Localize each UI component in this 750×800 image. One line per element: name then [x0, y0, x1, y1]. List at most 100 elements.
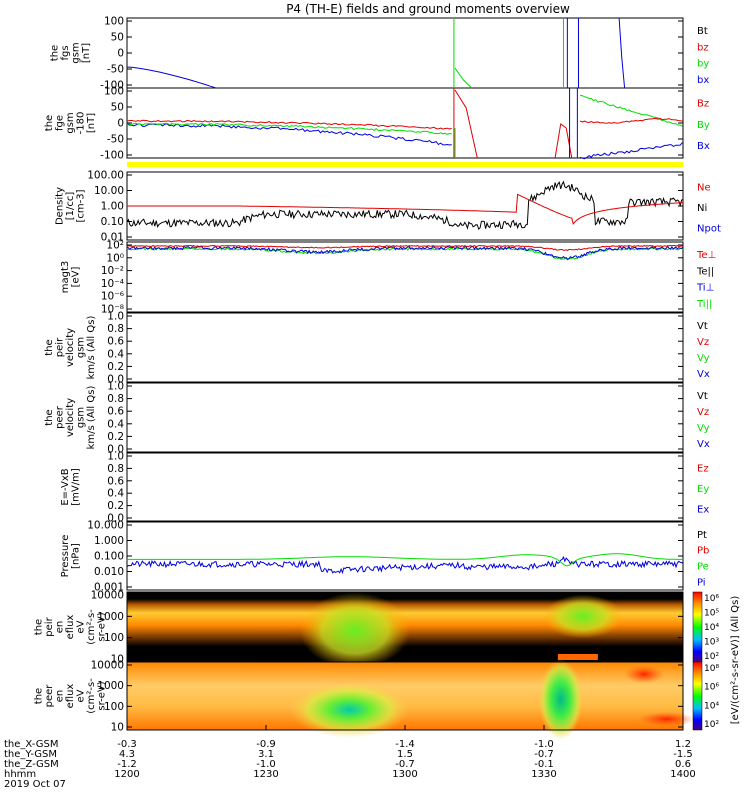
y-axis-label: thepeerenefluxeV(cm²-s-sr-eV) [34, 678, 108, 714]
ephemeris-row-label: the_X-GSM [4, 739, 58, 750]
legend-entry: Pi [697, 577, 706, 588]
y-tick-label: 0 [117, 48, 124, 60]
series-fge-bz [554, 123, 573, 159]
ephemeris-row-label: the_Z-GSM [4, 759, 59, 770]
series-fge-bz [579, 117, 683, 124]
y-tick-label: 10 [111, 722, 124, 734]
y-axis-label-line: the [34, 688, 45, 704]
panel-fgs-gsm: 100 50 0 -50 -100 thefgsgsm[nT] Bt bz by bx [49, 16, 709, 92]
legend-entry: Bt [697, 26, 708, 37]
ephemeris-value: 1330 [531, 769, 556, 780]
series-fgs-by [454, 67, 473, 89]
y-tick-label: 0.100 [94, 551, 124, 563]
y-tick-label: 0.10 [101, 216, 124, 228]
y-axis-label-line: km/s (All Qs) [86, 386, 97, 450]
y-axis-label: thepeirenefluxeV(cm²-s-sr-eV) [34, 609, 108, 645]
y-tick-label: 10⁻⁴ [101, 278, 124, 290]
y-axis-label-line: velocity [65, 398, 76, 437]
legend-entry: Pb [697, 546, 709, 557]
ion-spectrogram-hot-band [557, 654, 598, 660]
series-fge-by [126, 122, 452, 135]
y-axis-label-line: eflux [65, 684, 76, 709]
legend-entry: Vt [697, 321, 708, 332]
y-axis-label-line: eV [76, 620, 87, 633]
y-axis-label-line: velocity [65, 328, 76, 367]
ephemeris-row-label: the_Y-GSM [4, 749, 57, 760]
colorbar-gradient [692, 591, 703, 663]
panel-fge-gsm: 100 50 0 -50 -100 thefgegsm-180[nT] Bz By Bx [44, 86, 710, 162]
y-tick-label: 10.000 [87, 520, 124, 532]
series-ne [127, 193, 684, 225]
y-axis-label: Pressure[nPa] [60, 535, 82, 578]
colorbar-tick-label: 10⁴ [704, 701, 719, 711]
y-tick-label: 10⁻⁶ [101, 291, 124, 303]
quality-flag-bar [127, 162, 683, 167]
panel-pressure: 10.0001.0000.1000.0100.001Pressure[nPa]P… [60, 520, 710, 594]
ephemeris-value: 1200 [114, 769, 139, 780]
y-tick-label: 0.8 [107, 393, 124, 405]
y-axis-label-line: the [34, 619, 45, 635]
panel-efield: 1.00.80.60.40.20.0 E=-VxB[mV/m] Ez Ey Ex [60, 451, 710, 525]
x-axis [126, 725, 684, 730]
y-tick-label: 0.0 [107, 374, 124, 386]
y-tick-label: 10² [106, 240, 124, 252]
y-tick-label: 1000 [97, 611, 124, 623]
y-axis-label: thepeirvelocitygsmkm/s (All Qs) [44, 316, 97, 380]
series-pe [127, 553, 683, 567]
y-tick-label: 10⁰ [106, 252, 124, 264]
ephemeris-value: -1.0 [534, 739, 554, 750]
y-tick-label: 10.00 [94, 185, 124, 197]
y-tick-label: 0.2 [107, 361, 124, 373]
y-axis-label-line: [nT] [86, 113, 97, 133]
ephemeris-value: -0.9 [256, 739, 276, 750]
y-tick-label: 0.6 [107, 475, 124, 487]
electron-spectrogram-red-patch [624, 665, 665, 684]
ion-spectrogram-green-region [542, 594, 623, 639]
y-axis-label-line: the [44, 115, 55, 131]
y-axis-label-line: gsm [76, 337, 87, 358]
y-tick-label: -50 [107, 64, 124, 76]
ephemeris-value: -0.7 [534, 749, 554, 760]
ephemeris-value: -1.2 [117, 759, 137, 770]
ephemeris-row-label: hhmm [4, 769, 36, 780]
y-tick-label: 100.00 [87, 170, 124, 182]
ephemeris-value: -1.0 [256, 759, 276, 770]
colorbar-tick-label: 10⁸ [704, 664, 719, 674]
y-tick-label: 0.001 [94, 582, 124, 594]
y-axis-label-line: fge [55, 115, 66, 131]
y-tick-label: 0.4 [107, 418, 124, 430]
legend-entry: Vy [697, 353, 710, 364]
electron-spectrogram-plasma-sheet-blob [289, 681, 410, 738]
colorbar-tick-label: 10⁶ [704, 594, 719, 604]
y-tick-label: 50 [111, 102, 124, 114]
y-axis-label-line: [1/cc] [65, 192, 76, 221]
y-axis-label-line: [mV/m] [70, 468, 81, 506]
legend-entry: Vz [697, 337, 709, 348]
y-axis-label-line: peer [44, 684, 55, 708]
legend-entry: Ni [697, 203, 707, 214]
ephemeris-value: -0.7 [395, 759, 415, 770]
y-tick-label: 10 [111, 654, 124, 666]
panel-frame [126, 241, 684, 313]
y-axis-label-line: the [49, 45, 60, 61]
colorbar: 10⁶ 10⁵ 10⁴ 10³ 10² [692, 591, 719, 663]
panel-peer-velocity: 1.00.80.60.40.20.0 thepeervelocitygsmkm/s… [44, 381, 710, 456]
extras: 10⁶ 10⁵ 10⁴ 10³ 10² 10⁸ 10⁶ 10⁴ 10² [eV/(cm²-s-sr… [126, 17, 741, 731]
y-tick-label: 0.2 [107, 431, 124, 443]
y-tick-label: 0.6 [107, 336, 124, 348]
y-tick-label: 1.0 [107, 381, 124, 393]
y-axis-label-line: (cm²-s- [86, 609, 97, 645]
y-axis-label-line: the [44, 409, 55, 425]
colorbar-tick-label: 10⁵ [704, 609, 719, 619]
legend-entry: Ey [697, 484, 709, 495]
y-tick-label: 0.0 [107, 513, 124, 525]
panel-frame [126, 17, 684, 89]
ephemeris-row-label: 2019 Oct 07 [4, 779, 66, 790]
series-te-perp [126, 244, 684, 252]
ephemeris-value: 1230 [253, 769, 278, 780]
panel-frame [126, 312, 684, 383]
y-axis-label-line: km/s (All Qs) [86, 316, 97, 380]
